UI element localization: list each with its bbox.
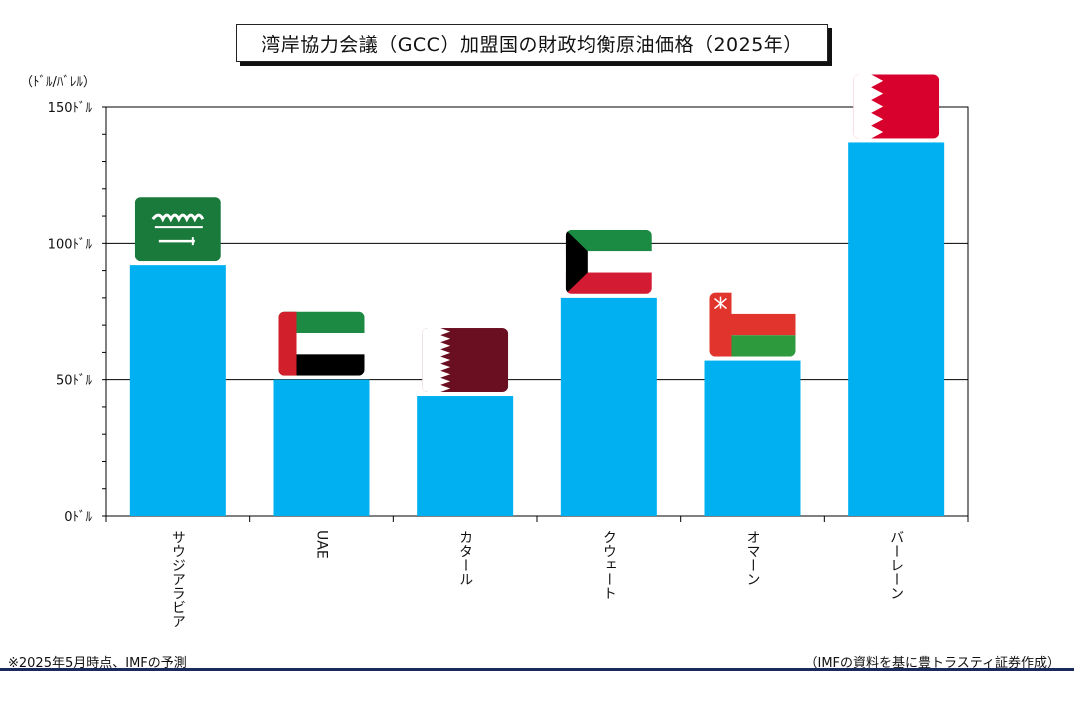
bottom-rule [0,668,1074,671]
x-category-label: クウェート [601,530,617,600]
footnote: ※2025年5月時点、IMFの予測 [8,656,187,671]
x-category-label: カタール [457,530,473,586]
bar [848,142,945,517]
source-note: （IMFの資料を基に豊トラスティ証券作成） [804,656,1061,671]
saudi-arabia-flag-icon [134,197,221,262]
bahrain-flag-icon [853,74,940,139]
y-tick-label: 50ﾄﾞﾙ [56,374,93,389]
x-category-label: サウジアラビア [170,530,186,628]
x-category-label: バーレーン [888,530,904,600]
x-category-label: オマーン [745,530,761,586]
plot-frame [105,106,969,517]
y-tick-label: 100ﾄﾞﾙ [48,237,93,252]
bar [560,297,657,516]
chart-title: 湾岸協力会議（GCC）加盟国の財政均衡原油価格（2025年） [236,24,828,62]
qatar-flag-icon [422,328,509,393]
y-tick-label: 150ﾄﾞﾙ [48,101,93,116]
oman-flag-icon [709,292,796,357]
y-axis-unit: （ﾄﾞﾙ/ﾊﾞﾚﾙ） [20,75,96,90]
bar [417,396,514,516]
uae-flag-icon [278,311,365,376]
y-tick-label: 0ﾄﾞﾙ [64,510,92,525]
bar [129,265,226,516]
bar [704,360,801,516]
x-category-label: UAE [314,530,330,559]
kuwait-flag-icon [565,229,652,294]
bar [273,379,370,516]
